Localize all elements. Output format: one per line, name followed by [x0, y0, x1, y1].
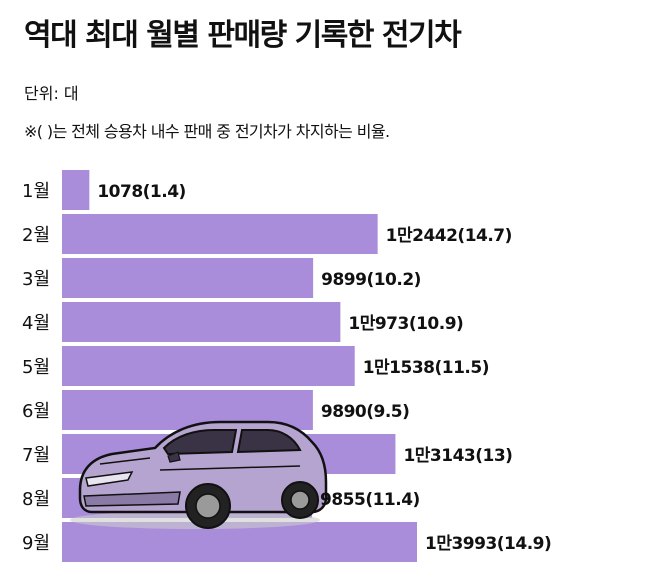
category-label: 7월	[22, 445, 50, 466]
chart-title: 역대 최대 월별 판매량 기록한 전기차	[24, 18, 462, 53]
unit-note: 단위: 대	[24, 84, 79, 103]
category-label: 8월	[22, 489, 50, 510]
bar-3	[62, 258, 314, 298]
data-label: 9890(9.5)	[321, 402, 409, 422]
bar-9	[62, 522, 418, 562]
category-label: 2월	[22, 225, 50, 246]
category-label: 5월	[22, 357, 50, 378]
bar-1	[62, 170, 90, 210]
category-label: 6월	[22, 401, 50, 422]
category-label: 4월	[22, 313, 50, 334]
data-label: 1만1538(11.5)	[363, 358, 489, 378]
data-label: 9855(11.4)	[320, 490, 420, 510]
bar-chart: 1월 1078(1.4) 2월 1만2442(14.7) 3월 9899(10.2) 4월 1…	[22, 170, 552, 562]
share-note: ※( )는 전체 승용차 내수 판매 중 전기차가 차지하는 비율.	[24, 122, 390, 141]
category-label: 3월	[22, 269, 50, 290]
bar-4	[62, 302, 341, 342]
data-label: 1만2442(14.7)	[386, 226, 512, 246]
data-label: 1만3143(13)	[403, 446, 512, 466]
category-label: 9월	[22, 533, 50, 554]
bar-5	[62, 346, 355, 386]
data-label: 9899(10.2)	[321, 270, 421, 290]
data-label: 1078(1.4)	[97, 182, 185, 202]
data-label: 1만973(10.9)	[348, 314, 463, 334]
electric-car-illustration	[70, 420, 328, 529]
category-label: 1월	[22, 181, 50, 202]
bar-2	[62, 214, 378, 254]
data-label: 1만3993(14.9)	[425, 534, 551, 554]
